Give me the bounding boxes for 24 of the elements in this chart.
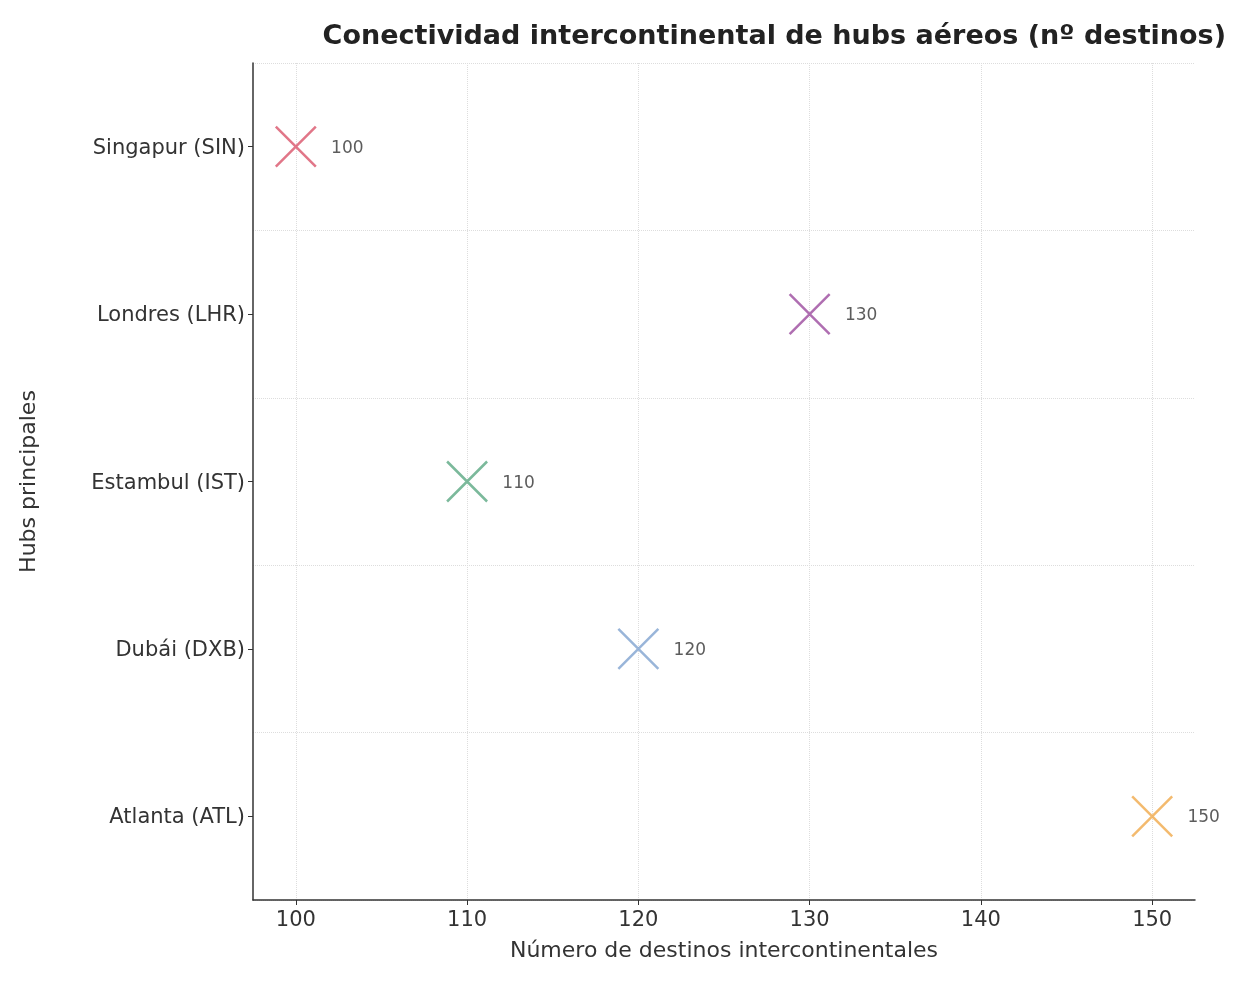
- x-tick-label: 150: [1132, 906, 1173, 931]
- point: [445, 460, 489, 503]
- point: [274, 125, 318, 168]
- x-tick-label: 120: [618, 906, 659, 931]
- y-axis-title: Hubs principales: [14, 390, 40, 573]
- point: [788, 292, 831, 336]
- y-tick-label: Dubái (DXB): [115, 636, 245, 661]
- y-tick-label: Londres (LHR): [97, 302, 245, 327]
- x-tick-label: 140: [960, 906, 1001, 931]
- point: [617, 627, 660, 671]
- data-label: 110: [502, 471, 535, 492]
- y-tick-label: Atlanta (ATL): [109, 804, 245, 829]
- x-tick-label: 130: [789, 906, 830, 931]
- x-tick-label: 100: [275, 906, 316, 931]
- data-label: 130: [844, 304, 878, 325]
- data-label: 100: [331, 136, 364, 157]
- chart-title: Conectividad intercontinental de hubs aéreos (nº destinos): [322, 19, 1226, 50]
- x-tick-label: 110: [447, 906, 488, 931]
- data-label: 120: [673, 638, 707, 659]
- y-tick-label: Estambul (IST): [91, 469, 245, 494]
- y-tick-label: Singapur (SIN): [92, 134, 245, 159]
- data-label: 150: [1187, 806, 1220, 827]
- point: [1130, 795, 1174, 838]
- x-axis-title: Número de destinos intercontinentales: [509, 936, 939, 962]
